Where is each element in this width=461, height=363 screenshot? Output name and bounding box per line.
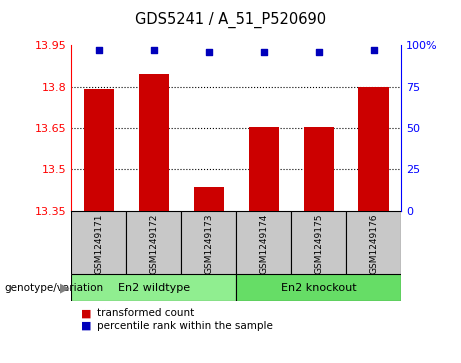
Text: GSM1249172: GSM1249172 — [149, 214, 159, 274]
Text: ■: ■ — [81, 321, 91, 331]
Point — [95, 48, 103, 53]
Text: GSM1249173: GSM1249173 — [204, 214, 213, 274]
Bar — [194, 187, 224, 211]
Text: GSM1249175: GSM1249175 — [314, 214, 323, 274]
Bar — [126, 211, 181, 274]
Text: GSM1249176: GSM1249176 — [369, 214, 378, 274]
Text: ■: ■ — [81, 308, 91, 318]
Text: GSM1249174: GSM1249174 — [259, 214, 268, 274]
Text: En2 knockout: En2 knockout — [281, 283, 356, 293]
Bar — [71, 211, 126, 274]
Bar — [84, 89, 114, 211]
Bar — [139, 74, 169, 211]
Bar — [359, 87, 389, 211]
Point — [260, 49, 267, 55]
Bar — [303, 127, 334, 211]
Text: percentile rank within the sample: percentile rank within the sample — [97, 321, 273, 331]
Bar — [236, 211, 291, 274]
Point — [150, 48, 158, 53]
Text: genotype/variation: genotype/variation — [5, 283, 104, 293]
Bar — [236, 274, 401, 301]
Text: En2 wildtype: En2 wildtype — [118, 283, 190, 293]
Point — [205, 49, 213, 55]
Bar — [346, 211, 401, 274]
Point — [315, 49, 322, 55]
Text: GDS5241 / A_51_P520690: GDS5241 / A_51_P520690 — [135, 12, 326, 28]
Text: ▶: ▶ — [60, 281, 70, 294]
Point — [370, 48, 377, 53]
Text: GSM1249171: GSM1249171 — [95, 214, 103, 274]
Bar — [248, 127, 279, 211]
Text: transformed count: transformed count — [97, 308, 194, 318]
Bar — [71, 274, 236, 301]
Bar — [181, 211, 236, 274]
Bar — [291, 211, 346, 274]
